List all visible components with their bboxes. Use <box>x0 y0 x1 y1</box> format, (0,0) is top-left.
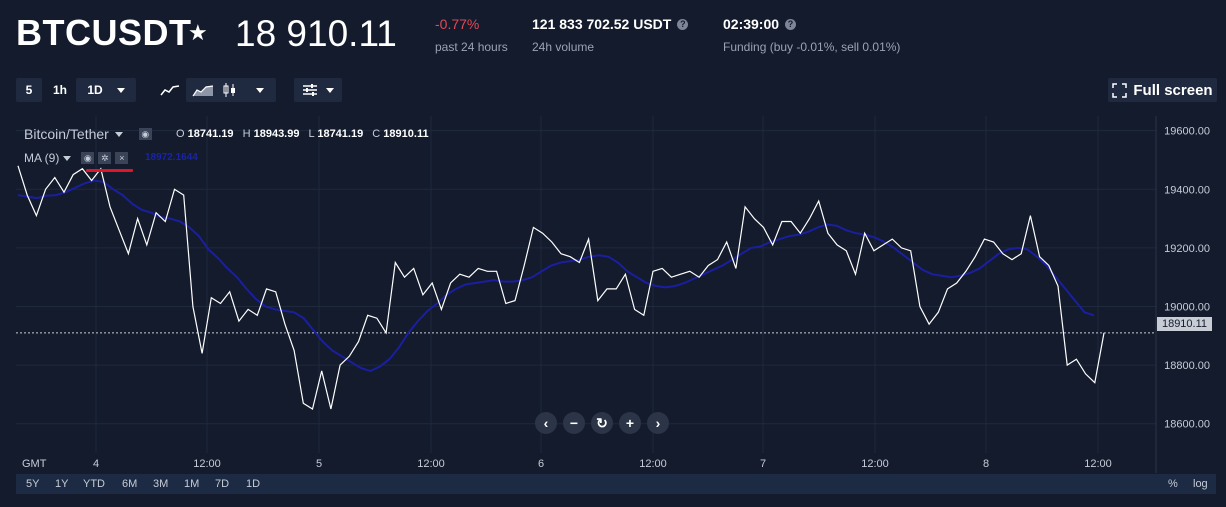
funding-label: Funding (buy -0.01%, sell 0.01%) <box>723 40 901 54</box>
log-scale-toggle[interactable]: log <box>1193 478 1208 490</box>
x-tick-label: 8 <box>983 458 989 470</box>
ma-visibility-eye-icon[interactable]: ◉ <box>81 152 95 164</box>
reset-button[interactable]: ↻ <box>591 412 613 434</box>
sliders-icon <box>303 84 317 96</box>
x-tick-label: 12:00 <box>1084 458 1112 470</box>
ticker-header: BTCUSDT ★ 18 910.11 -0.77% past 24 hours… <box>0 0 1226 70</box>
line-chart-type-button[interactable] <box>156 78 184 102</box>
range-7d[interactable]: 7D <box>215 478 230 490</box>
y-tick-label: 18800.00 <box>1164 360 1210 372</box>
interval-5-button[interactable]: 5 <box>16 78 42 102</box>
pair-legend[interactable]: Bitcoin/Tether ◉ <box>24 126 152 142</box>
scroll-right-button[interactable]: › <box>647 412 669 434</box>
area-chart-icon[interactable] <box>192 83 214 97</box>
x-tick-label: 12:00 <box>417 458 445 470</box>
funding-row: 02:39:00 ? <box>723 16 900 32</box>
x-axis-label: GMT <box>22 458 47 470</box>
close-value: 18910.11 <box>383 128 429 140</box>
low-value: 18741.19 <box>317 128 364 140</box>
volume-stat: 121 833 702.52 USDT ? 24h volume <box>532 16 689 54</box>
y-tick-label: 19200.00 <box>1164 243 1210 255</box>
range-1m[interactable]: 1M <box>184 478 200 490</box>
high-label: H <box>242 128 251 140</box>
x-tick-label: 12:00 <box>861 458 889 470</box>
candlestick-icon[interactable] <box>222 82 238 98</box>
y-tick-label: 19400.00 <box>1164 184 1210 196</box>
change-label: past 24 hours <box>435 40 508 54</box>
line-chart-icon <box>160 85 180 96</box>
volume-value: 121 833 702.52 USDT <box>532 16 672 32</box>
x-tick-label: 12:00 <box>193 458 221 470</box>
percent-scale-toggle[interactable]: % <box>1168 478 1178 490</box>
indicators-button[interactable] <box>294 78 342 102</box>
range-1d[interactable]: 1D <box>246 478 261 490</box>
last-price: 18 910.11 <box>235 13 397 54</box>
volume-help-icon[interactable]: ? <box>677 18 689 30</box>
change-stat: -0.77% past 24 hours <box>435 16 508 54</box>
y-tick-label: 19000.00 <box>1164 301 1210 313</box>
full-screen-label: Full screen <box>1133 81 1213 99</box>
close-label: C <box>372 128 381 140</box>
ma-label: MA (9) <box>24 151 60 165</box>
interval-dropdown[interactable]: 1D <box>76 78 136 102</box>
symbol-title: BTCUSDT <box>16 12 192 53</box>
funding-help-icon[interactable]: ? <box>785 18 797 30</box>
price-series-line <box>17 165 1105 410</box>
ma-legend[interactable]: MA (9) ◉ ✲ × <box>24 151 129 165</box>
range-1y[interactable]: 1Y <box>55 478 69 490</box>
zoom-out-button[interactable]: − <box>563 412 585 434</box>
open-label: O <box>176 128 185 140</box>
zoom-in-button[interactable]: + <box>619 412 641 434</box>
x-tick-label: 5 <box>316 458 322 470</box>
range-5y[interactable]: 5Y <box>26 478 40 490</box>
x-tick-label: 7 <box>760 458 766 470</box>
pair-visibility-eye-icon[interactable]: ◉ <box>138 128 152 140</box>
range-6m[interactable]: 6M <box>122 478 138 490</box>
price-chart[interactable]: 19600.00 19400.00 19200.00 19000.00 18800.00… <box>16 116 1216 473</box>
change-value: -0.77% <box>435 16 480 32</box>
ma-remove-close-icon[interactable]: × <box>115 152 129 164</box>
interval-1h-button[interactable]: 1h <box>52 83 67 97</box>
indicators-chevron-down-icon <box>326 87 334 93</box>
x-tick-label: 12:00 <box>639 458 667 470</box>
scroll-left-button[interactable]: ‹ <box>535 412 557 434</box>
ohlc-readout: O 18741.19 H 18943.99 L 18741.19 C 18910… <box>176 128 435 140</box>
open-value: 18741.19 <box>187 128 234 140</box>
y-tick-label: 19600.00 <box>1164 126 1210 138</box>
x-tick-label: 4 <box>93 458 99 470</box>
funding-time: 02:39:00 <box>723 16 780 32</box>
volume-row: 121 833 702.52 USDT ? <box>532 16 689 32</box>
favorite-star-icon[interactable]: ★ <box>188 20 208 45</box>
pair-name: Bitcoin/Tether <box>24 126 109 142</box>
ma-value: 18972.1644 <box>145 152 198 163</box>
ma-settings-gear-icon[interactable]: ✲ <box>98 152 112 164</box>
range-bar: 5Y 1Y YTD 6M 3M 1M 7D 1D % log <box>16 474 1216 494</box>
interval-dropdown-label: 1D <box>87 83 103 97</box>
range-3m[interactable]: 3M <box>153 478 169 490</box>
chart-toolbar: 5 1h 1D <box>0 78 1226 104</box>
expand-icon <box>1112 82 1128 98</box>
last-price-tag: 18910.11 <box>1157 317 1212 331</box>
pair-chevron-down-icon <box>114 131 123 137</box>
chart-type-chevron-down-icon <box>256 87 264 93</box>
full-screen-button[interactable]: Full screen <box>1108 78 1217 102</box>
range-ytd[interactable]: YTD <box>83 478 105 490</box>
highlight-underline <box>86 169 133 172</box>
x-tick-label: 6 <box>538 458 544 470</box>
volume-label: 24h volume <box>532 40 595 54</box>
chart-type-group[interactable] <box>186 78 276 102</box>
ma-series-line <box>17 179 1095 372</box>
chevron-down-icon <box>116 87 125 93</box>
low-label: L <box>308 128 315 140</box>
high-value: 18943.99 <box>253 128 300 140</box>
funding-stat: 02:39:00 ? Funding (buy -0.01%, sell 0.0… <box>723 16 900 54</box>
y-tick-label: 18600.00 <box>1164 419 1210 431</box>
ma-chevron-down-icon <box>63 155 72 161</box>
